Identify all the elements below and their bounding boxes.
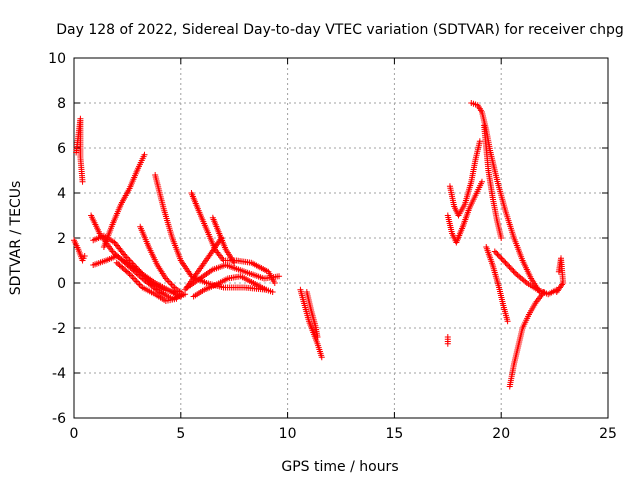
data-point — [109, 248, 116, 255]
data-point — [167, 280, 174, 286]
data-point — [553, 289, 560, 295]
data-point — [511, 269, 518, 276]
series-arc-7 — [113, 259, 180, 304]
data-point — [135, 280, 142, 286]
axis-ticks: 0 5 10 15 20 25 -6 -4 -2 0 2 4 6 8 10 — [48, 51, 617, 442]
y-tick-label: -4 — [52, 366, 66, 382]
data-point — [444, 340, 451, 347]
series-arc-22 — [483, 244, 511, 325]
data-point — [231, 259, 238, 266]
data-point — [507, 265, 514, 272]
data-point — [132, 277, 139, 283]
data-point — [168, 281, 175, 288]
x-tick-label: 25 — [599, 426, 617, 442]
data-point — [79, 178, 86, 185]
data-point — [491, 248, 498, 255]
data-point — [509, 266, 516, 273]
data-point — [498, 235, 505, 241]
series-arc-6 — [100, 151, 148, 250]
series-arc-17 — [446, 138, 483, 219]
data-point — [498, 255, 505, 262]
data-point — [540, 289, 547, 295]
data-point — [169, 283, 176, 289]
x-axis-label: GPS time / hours — [281, 459, 398, 475]
data-point — [125, 269, 132, 276]
data-point — [314, 334, 321, 340]
series-arc-19 — [444, 334, 451, 347]
data-point — [501, 258, 508, 265]
series-arc-2 — [73, 115, 86, 185]
data-point — [497, 254, 504, 261]
series-arc-12 — [188, 190, 278, 286]
data-point — [506, 263, 513, 270]
y-tick-label: 8 — [57, 96, 66, 112]
series-arc-13 — [190, 273, 276, 300]
grid — [74, 58, 608, 418]
x-tick-label: 10 — [279, 426, 297, 442]
data-point — [476, 138, 483, 145]
data-point — [503, 261, 510, 268]
x-tick-label: 20 — [492, 426, 510, 442]
y-axis-label: SDTVAR / TECUs — [8, 181, 24, 296]
series-arc-15 — [297, 286, 325, 361]
data-point — [110, 249, 117, 256]
data-point — [495, 252, 502, 259]
series-arc-18 — [444, 178, 485, 246]
series-arc-25 — [553, 255, 567, 295]
data-point — [81, 253, 88, 259]
series-arc-8 — [137, 223, 186, 298]
series-arc-24 — [506, 289, 547, 390]
data-point — [318, 354, 325, 361]
data-point — [478, 178, 485, 185]
data-point — [130, 275, 137, 282]
data-point — [504, 318, 511, 325]
data-point — [499, 256, 506, 263]
data-point — [136, 281, 143, 288]
x-tick-label: 15 — [385, 426, 403, 442]
y-tick-label: -2 — [52, 321, 66, 337]
data-point — [276, 273, 283, 280]
data-point — [493, 249, 500, 256]
series-arc-16 — [303, 289, 321, 340]
y-tick-label: 6 — [57, 141, 66, 157]
data-point — [505, 262, 512, 269]
series-arc-1 — [71, 237, 88, 264]
data-point — [271, 280, 278, 286]
data-point — [179, 291, 186, 298]
data-point — [133, 278, 140, 285]
y-tick-label: 10 — [48, 51, 66, 67]
y-tick-label: 4 — [57, 186, 66, 202]
data-point — [129, 274, 136, 280]
series-arc-14 — [209, 214, 238, 266]
data-point — [494, 251, 501, 258]
y-tick-label: 2 — [57, 231, 66, 247]
data-point — [269, 289, 276, 295]
data-point — [502, 259, 509, 266]
data-points — [71, 100, 567, 390]
data-point — [141, 151, 148, 158]
x-tick-label: 0 — [70, 426, 79, 442]
y-tick-label: 0 — [57, 276, 66, 292]
chart-title: Day 128 of 2022, Sidereal Day-to-day VTE… — [56, 22, 624, 38]
data-point — [165, 278, 172, 285]
series-arc-21 — [481, 122, 505, 241]
x-tick-label: 5 — [176, 426, 185, 442]
y-tick-label: -6 — [52, 411, 66, 427]
data-point — [173, 295, 180, 302]
series-arc-23 — [491, 248, 560, 298]
data-point — [510, 268, 517, 275]
